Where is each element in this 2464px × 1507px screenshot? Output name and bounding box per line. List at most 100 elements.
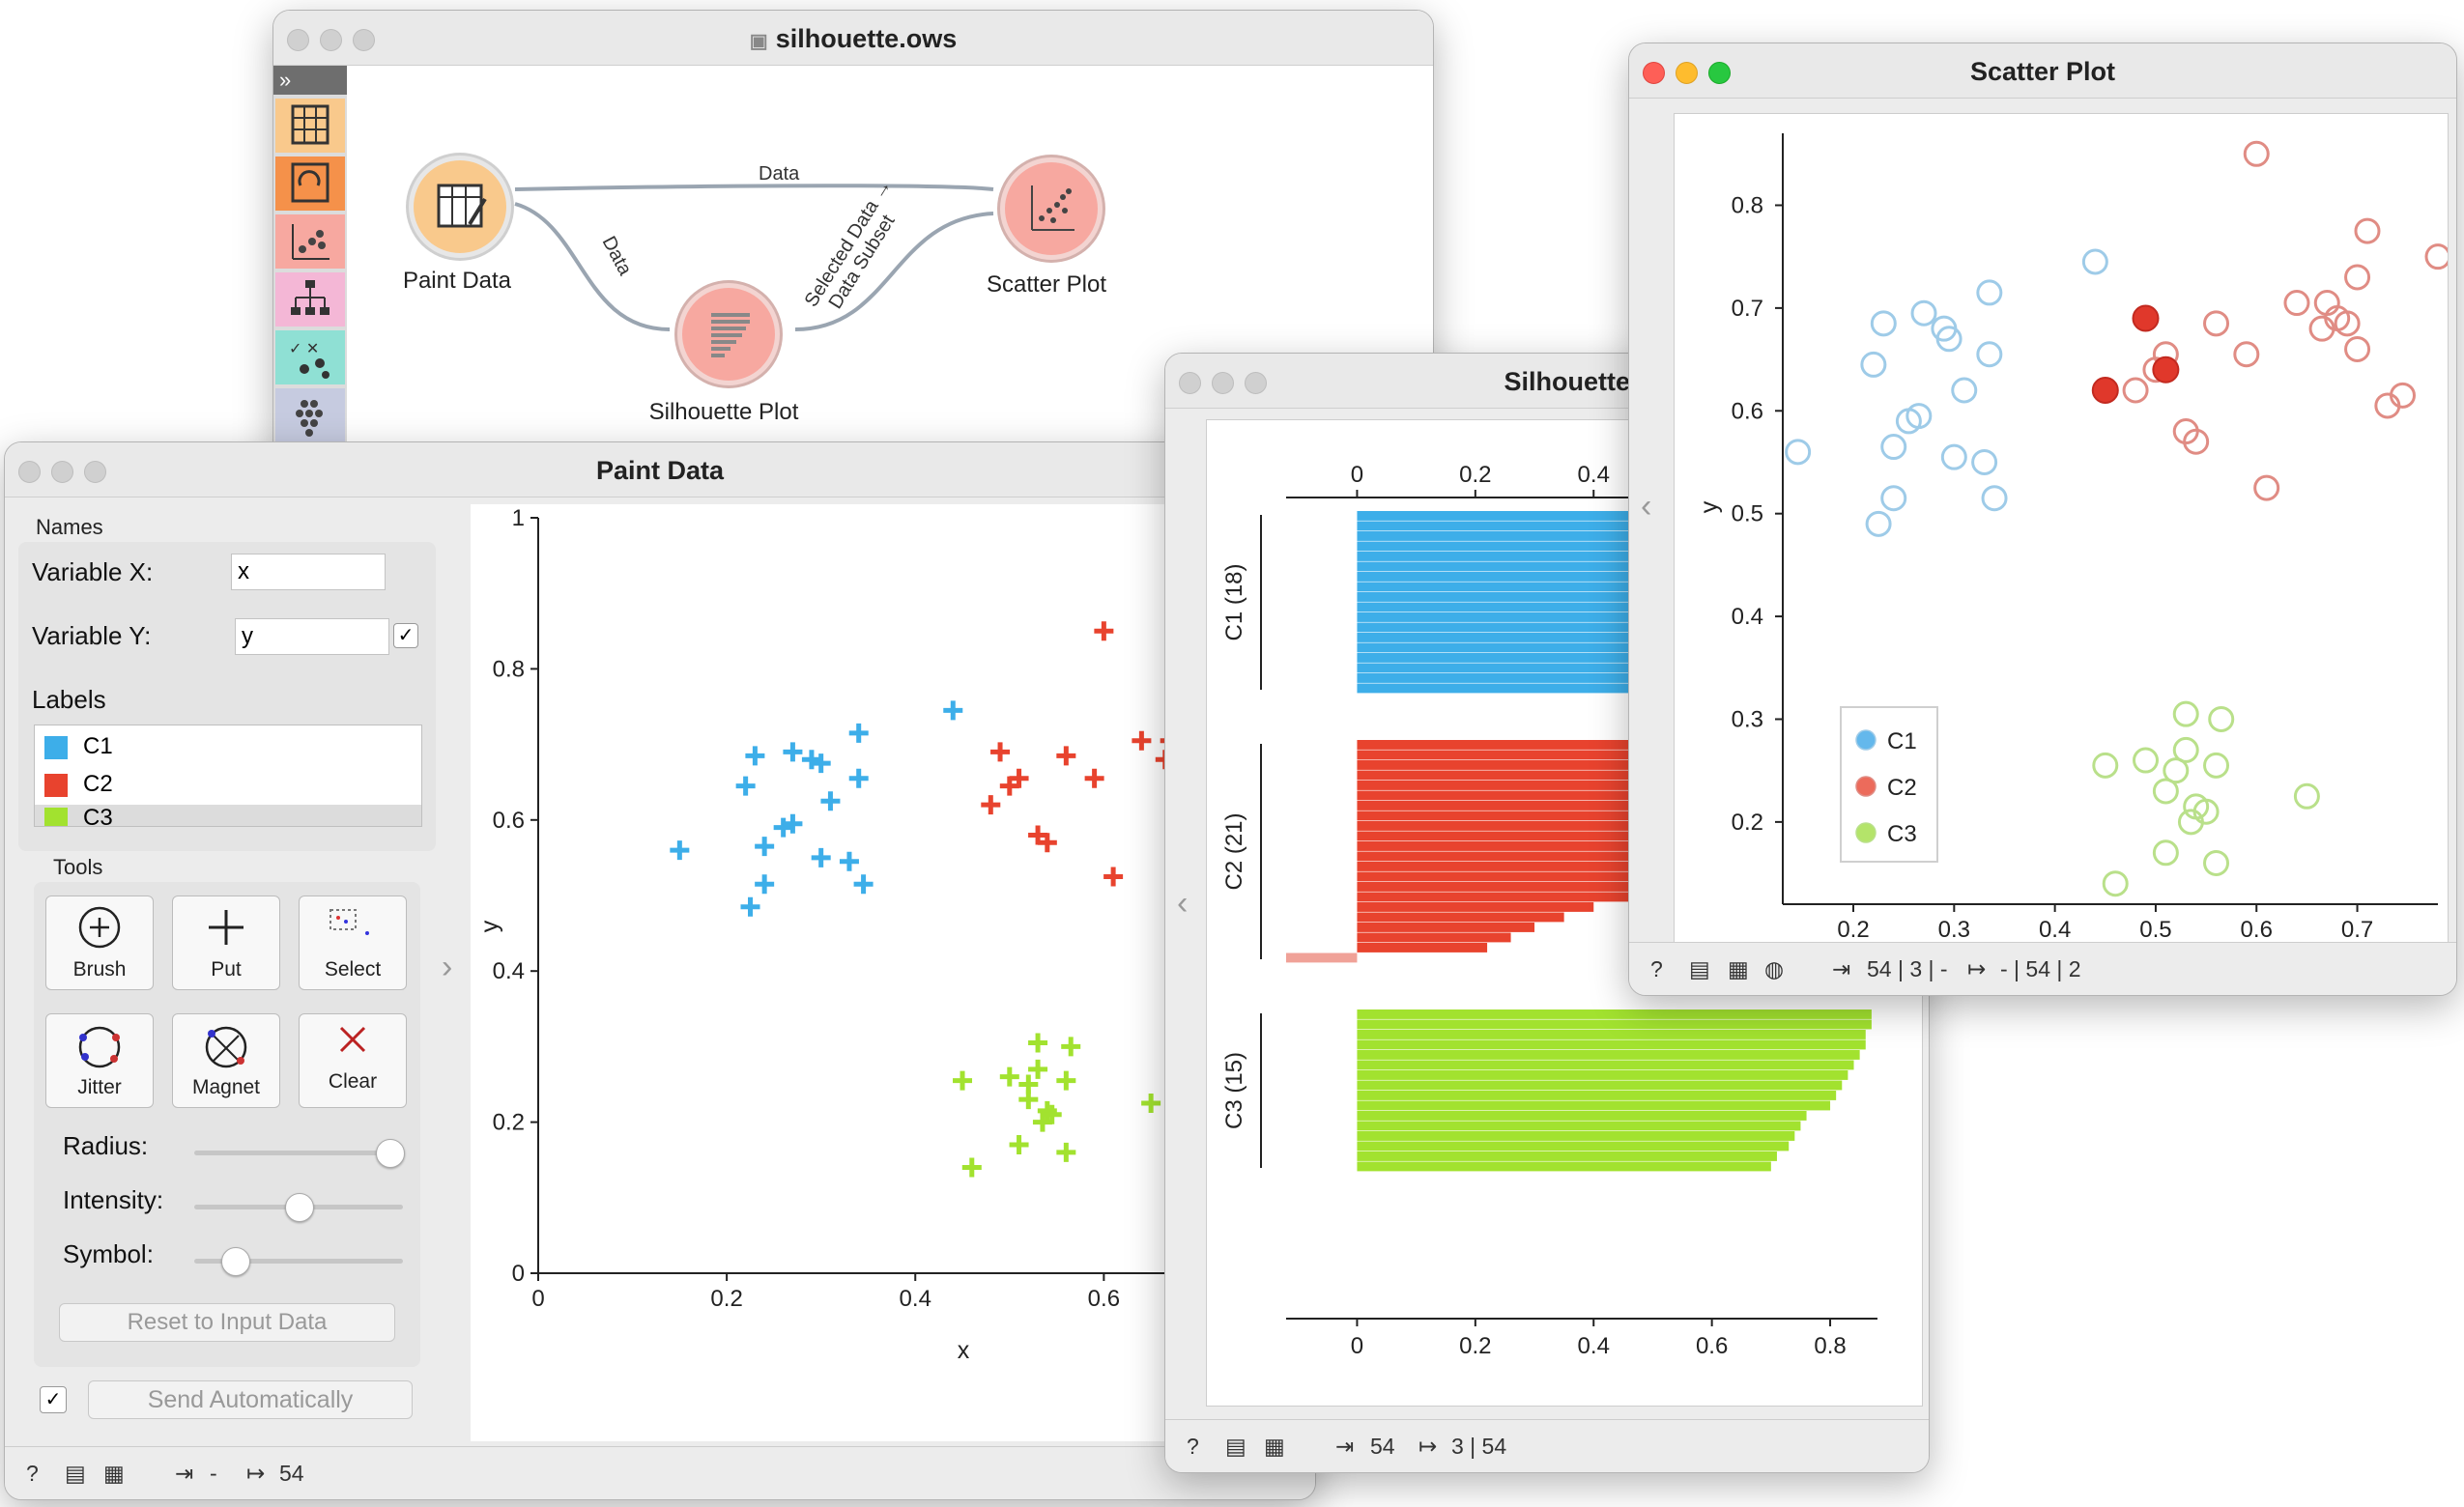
label-color-c3 bbox=[44, 807, 68, 826]
magnet-tool-button[interactable]: Magnet bbox=[172, 1013, 280, 1108]
bottom-tick-label: 0 bbox=[1351, 1333, 1363, 1359]
variable-y-checkbox[interactable]: ✓ bbox=[393, 623, 418, 648]
data-point-plus bbox=[740, 896, 760, 917]
panel-collapse-arrow-icon[interactable]: ‹ bbox=[1177, 885, 1189, 922]
silhouette-plot-icon bbox=[711, 313, 750, 357]
zoom-button[interactable] bbox=[1708, 62, 1731, 84]
data-point bbox=[1935, 326, 1963, 353]
toolbox-transform-icon[interactable] bbox=[275, 156, 345, 211]
slider-knob[interactable] bbox=[376, 1139, 405, 1168]
slider-knob[interactable] bbox=[221, 1247, 251, 1276]
report-icon[interactable]: ▦ bbox=[103, 1461, 125, 1486]
data-point-plus bbox=[773, 817, 793, 838]
node-paint-data[interactable] bbox=[409, 156, 511, 258]
silhouette-bar bbox=[1357, 1070, 1848, 1080]
palette-icon[interactable]: ◍ bbox=[1764, 956, 1785, 981]
data-point bbox=[2344, 264, 2371, 291]
save-icon[interactable]: ▤ bbox=[65, 1461, 86, 1486]
list-item[interactable]: C3 bbox=[35, 805, 421, 826]
intensity-slider[interactable] bbox=[194, 1193, 403, 1222]
clear-tool-button[interactable]: Clear bbox=[299, 1013, 407, 1108]
list-item[interactable]: C1 bbox=[44, 733, 113, 762]
data-point bbox=[2424, 243, 2448, 270]
output-icon: ↦ bbox=[1967, 956, 1987, 981]
data-point-plus bbox=[811, 754, 831, 774]
data-point-plus bbox=[783, 742, 803, 762]
reset-button[interactable]: Reset to Input Data bbox=[59, 1303, 395, 1342]
toolbox-visualize-icon[interactable] bbox=[275, 214, 345, 269]
help-icon[interactable]: ? bbox=[1650, 956, 1663, 981]
x-axis-label: x bbox=[958, 1337, 970, 1364]
x-tick-label: 0.2 bbox=[1837, 917, 1869, 943]
toolbox-unsupervised-icon[interactable] bbox=[275, 388, 345, 442]
brush-tool-button[interactable]: Brush bbox=[45, 896, 154, 990]
select-tool-button[interactable]: Select bbox=[299, 896, 407, 990]
silhouette-bar bbox=[1357, 932, 1511, 943]
silhouette-bar bbox=[1357, 821, 1860, 831]
paint-statusbar: ? ▤ ▦ ⇥ - ↦ 54 bbox=[5, 1446, 1315, 1499]
list-item[interactable]: C2 bbox=[44, 771, 113, 800]
silhouette-bar bbox=[1357, 1050, 1860, 1060]
data-point bbox=[1865, 510, 1892, 537]
link-label-data-left: Data bbox=[598, 233, 637, 279]
names-header: Names bbox=[36, 515, 103, 539]
close-button[interactable] bbox=[1179, 372, 1201, 394]
close-button[interactable] bbox=[287, 29, 309, 51]
jitter-tool-button[interactable]: Jitter bbox=[45, 1013, 154, 1108]
slider-knob[interactable] bbox=[285, 1193, 314, 1222]
data-point-plus bbox=[961, 1157, 982, 1178]
link-paint-scatter[interactable] bbox=[514, 184, 994, 191]
close-button[interactable] bbox=[1643, 62, 1665, 84]
node-silhouette-plot-label: Silhouette Plot bbox=[648, 399, 799, 425]
minimize-button[interactable] bbox=[1676, 62, 1698, 84]
panel-collapse-arrow-icon[interactable]: ‹ bbox=[1641, 488, 1652, 525]
help-icon[interactable]: ? bbox=[1187, 1434, 1199, 1459]
radius-slider[interactable] bbox=[194, 1139, 405, 1168]
y-tick-label: 0.4 bbox=[493, 958, 525, 984]
node-silhouette-plot[interactable] bbox=[677, 283, 780, 385]
send-automatically-checkbox[interactable]: ✓ bbox=[40, 1386, 67, 1413]
scatter-titlebar: Scatter Plot bbox=[1629, 43, 2456, 99]
data-point-plus bbox=[820, 791, 841, 811]
node-scatter-plot[interactable] bbox=[1000, 157, 1103, 260]
data-point bbox=[1870, 310, 1897, 337]
paint-title: Paint Data bbox=[595, 456, 725, 485]
minimize-button[interactable] bbox=[51, 461, 73, 483]
data-point bbox=[2172, 700, 2199, 727]
panel-collapse-arrow-icon[interactable]: › bbox=[442, 949, 453, 985]
data-point bbox=[2203, 849, 2230, 876]
y-tick-label: 0.7 bbox=[1732, 296, 1763, 322]
minimize-button[interactable] bbox=[320, 29, 342, 51]
variable-x-input[interactable]: x bbox=[231, 554, 386, 590]
toolbox-model-icon[interactable] bbox=[275, 272, 345, 327]
close-button[interactable] bbox=[18, 461, 41, 483]
save-icon[interactable]: ▤ bbox=[1225, 1434, 1246, 1459]
put-tool-button[interactable]: Put bbox=[172, 896, 280, 990]
data-point-plus bbox=[1141, 1094, 1161, 1114]
zoom-button[interactable] bbox=[1245, 372, 1267, 394]
silhouette-bar bbox=[1357, 1152, 1777, 1161]
send-automatically-button[interactable]: Send Automatically bbox=[88, 1380, 413, 1419]
variable-y-input[interactable]: y bbox=[235, 618, 389, 655]
data-point bbox=[1880, 485, 1907, 512]
link-silhouette-scatter[interactable] bbox=[794, 212, 994, 331]
toolbox-evaluate-icon[interactable]: ✓ ✕ bbox=[275, 330, 345, 384]
toolbox-collapse-icon[interactable]: » bbox=[273, 66, 347, 95]
zoom-button[interactable] bbox=[84, 461, 106, 483]
silhouette-statusbar: ? ▤ ▦ ⇥ 54 ↦ 3 | 54 bbox=[1165, 1419, 1929, 1472]
report-icon[interactable]: ▦ bbox=[1728, 956, 1749, 981]
silhouette-bar bbox=[1357, 882, 1712, 892]
symbol-slider[interactable] bbox=[194, 1247, 403, 1276]
toolbox-data-table-icon[interactable] bbox=[275, 99, 345, 153]
help-icon[interactable]: ? bbox=[26, 1461, 39, 1486]
save-icon[interactable]: ▤ bbox=[1689, 956, 1710, 981]
top-tick-label: 0.4 bbox=[1578, 462, 1610, 488]
link-paint-silhouette[interactable] bbox=[514, 202, 671, 331]
data-point-plus bbox=[1103, 867, 1124, 887]
zoom-button[interactable] bbox=[353, 29, 375, 51]
y-tick-label: 0.6 bbox=[493, 808, 525, 834]
scatter-plot[interactable]: 0.20.30.40.50.60.70.20.30.40.50.60.70.8x… bbox=[1674, 113, 2449, 946]
x-tick-label: 0 bbox=[531, 1286, 544, 1312]
report-icon[interactable]: ▦ bbox=[1264, 1434, 1285, 1459]
minimize-button[interactable] bbox=[1212, 372, 1234, 394]
